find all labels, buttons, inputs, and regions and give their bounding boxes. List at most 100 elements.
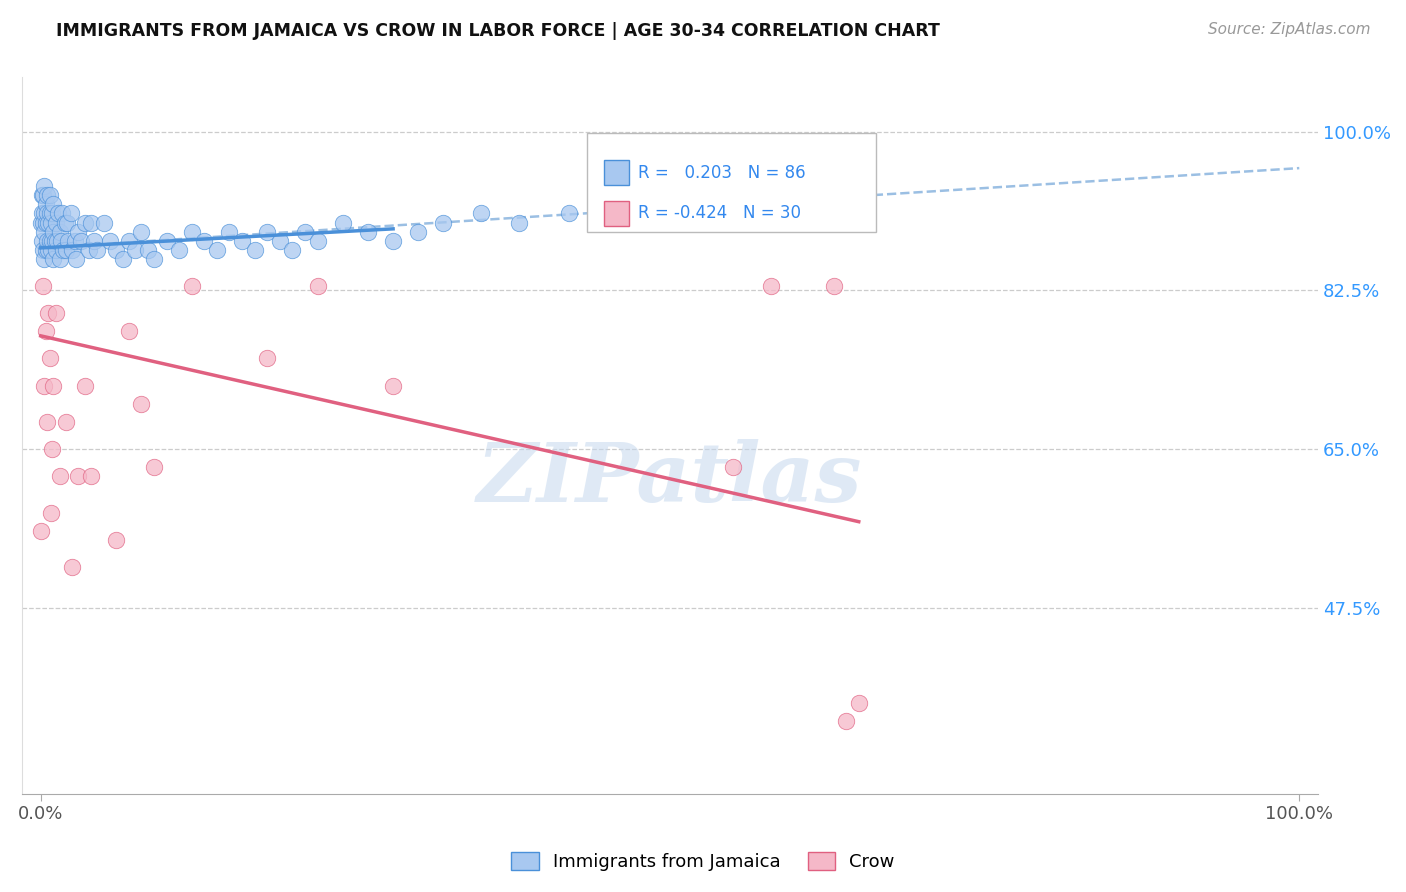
Point [77, 243, 100, 257]
Point [98, 234, 121, 248]
Point [48, 225, 70, 239]
Point [30, 524, 52, 538]
Point [41, 234, 63, 248]
Point [721, 460, 744, 475]
Point [118, 234, 141, 248]
Point [53, 215, 76, 229]
Point [42, 252, 65, 266]
Point [80, 469, 103, 483]
Point [37, 306, 59, 320]
Point [51, 206, 73, 220]
Point [382, 234, 405, 248]
Point [332, 215, 354, 229]
Point [34, 252, 56, 266]
Point [118, 324, 141, 338]
Point [34, 378, 56, 392]
Point [73, 215, 96, 229]
Point [67, 225, 90, 239]
Point [58, 234, 80, 248]
Point [32, 188, 55, 202]
Point [35, 243, 58, 257]
Point [256, 351, 278, 366]
Point [39, 506, 62, 520]
Point [294, 225, 316, 239]
Point [41, 442, 63, 457]
Point [30, 215, 52, 229]
Point [31, 234, 53, 248]
Point [31, 206, 53, 220]
Point [180, 225, 202, 239]
Point [56, 215, 79, 229]
Point [124, 243, 146, 257]
Point [45, 306, 67, 320]
Point [848, 696, 870, 710]
Point [42, 378, 65, 392]
Point [269, 234, 291, 248]
Point [281, 243, 304, 257]
Point [105, 243, 128, 257]
Point [307, 234, 329, 248]
Point [80, 215, 103, 229]
Point [73, 378, 96, 392]
Legend: Immigrants from Jamaica, Crow: Immigrants from Jamaica, Crow [505, 845, 901, 879]
Point [432, 215, 454, 229]
Point [38, 351, 60, 366]
Point [35, 324, 58, 338]
Point [45, 243, 67, 257]
Point [218, 225, 240, 239]
Point [39, 215, 62, 229]
Point [205, 243, 228, 257]
Point [38, 206, 60, 220]
Point [83, 234, 105, 248]
Point [34, 206, 56, 220]
Point [621, 197, 644, 211]
Point [35, 215, 58, 229]
Point [136, 243, 159, 257]
Point [34, 225, 56, 239]
Point [406, 225, 429, 239]
Point [60, 560, 83, 574]
Point [759, 279, 782, 293]
Point [167, 243, 190, 257]
Point [44, 234, 66, 248]
Point [243, 243, 266, 257]
Point [823, 279, 845, 293]
Point [835, 714, 858, 728]
Point [180, 279, 202, 293]
Point [683, 188, 706, 202]
Point [31, 188, 53, 202]
Text: ZIPatlas: ZIPatlas [477, 439, 863, 518]
Point [231, 234, 253, 248]
Point [52, 243, 75, 257]
Point [37, 215, 59, 229]
Point [193, 234, 215, 248]
Point [86, 243, 108, 257]
Text: Source: ZipAtlas.com: Source: ZipAtlas.com [1208, 22, 1371, 37]
Point [131, 225, 153, 239]
Point [59, 206, 82, 220]
Point [46, 206, 69, 220]
Point [558, 206, 581, 220]
Point [42, 197, 65, 211]
Point [70, 234, 93, 248]
Point [131, 397, 153, 411]
Point [55, 415, 77, 429]
Point [256, 225, 278, 239]
Point [143, 252, 166, 266]
Point [35, 415, 58, 429]
Point [143, 460, 166, 475]
Point [35, 188, 58, 202]
Point [60, 243, 83, 257]
Point [111, 252, 134, 266]
Point [38, 188, 60, 202]
Point [34, 179, 56, 194]
Text: R =   0.203   N = 86: R = 0.203 N = 86 [638, 164, 806, 182]
Point [105, 533, 128, 547]
Point [32, 279, 55, 293]
Point [39, 243, 62, 257]
Point [45, 215, 67, 229]
Point [67, 469, 90, 483]
Text: R = -0.424   N = 30: R = -0.424 N = 30 [638, 204, 800, 222]
Point [38, 234, 60, 248]
Point [55, 243, 77, 257]
